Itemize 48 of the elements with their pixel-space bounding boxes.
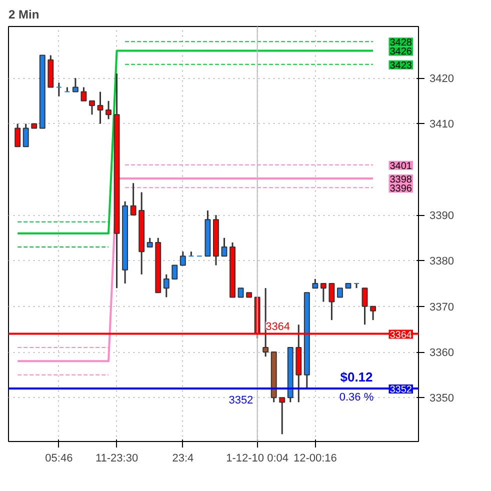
candlestick [80,86,87,102]
data-label: 3398 [390,174,412,186]
candlestick [14,122,21,148]
candlestick [312,278,318,289]
chart-title: 2 Min [8,8,40,22]
candlestick [362,287,368,326]
candlestick [163,274,170,298]
candlestick [336,288,343,298]
y-tick-label: 3360 [430,347,454,360]
candlestick [89,100,95,116]
candlestick [172,264,178,280]
candlestick [130,182,136,216]
candlestick [72,77,78,93]
ref-line-label: 3352 [390,384,412,396]
candlestick [64,86,70,93]
x-tick-label: 05:46 [45,452,73,464]
candlestick [221,237,228,257]
ref-line-label: 3364 [266,320,290,333]
data-label: 3401 [390,160,412,172]
data-label: 3426 [390,46,412,58]
y-tick-label: 3420 [430,73,454,86]
candlestick [328,282,335,321]
candlestick [320,282,326,303]
candlestick [22,122,29,148]
x-tick-label: 11-23:30 [95,452,138,464]
candlestick [146,237,153,248]
candlestick [97,91,104,124]
candlestick [279,396,286,435]
y-tick-label: 3370 [430,301,454,314]
candlestick [238,288,244,298]
candlestick [180,250,186,266]
x-tick-label: 12-00:16 [293,452,337,464]
text: 3364 [390,330,412,341]
candlestick [370,306,376,321]
candlestick [106,100,112,120]
y-tick-label: 3380 [430,256,454,268]
x-tick-label: 1-12-10 0:04 [226,452,289,464]
data-label: 3396 [390,184,412,195]
y-tick-label: 3390 [430,210,454,222]
data-label: 3423 [390,60,412,72]
y-tick-label: 3410 [430,118,454,131]
annotation: $0.12 [340,370,373,385]
data-label: 3428 [390,38,412,49]
text: 3352 [228,394,254,407]
candlestick [56,82,62,98]
annotation: 0.36 % [339,392,374,404]
y-tick-label: 3350 [430,392,454,405]
x-tick-label: 23:4 [172,452,194,464]
